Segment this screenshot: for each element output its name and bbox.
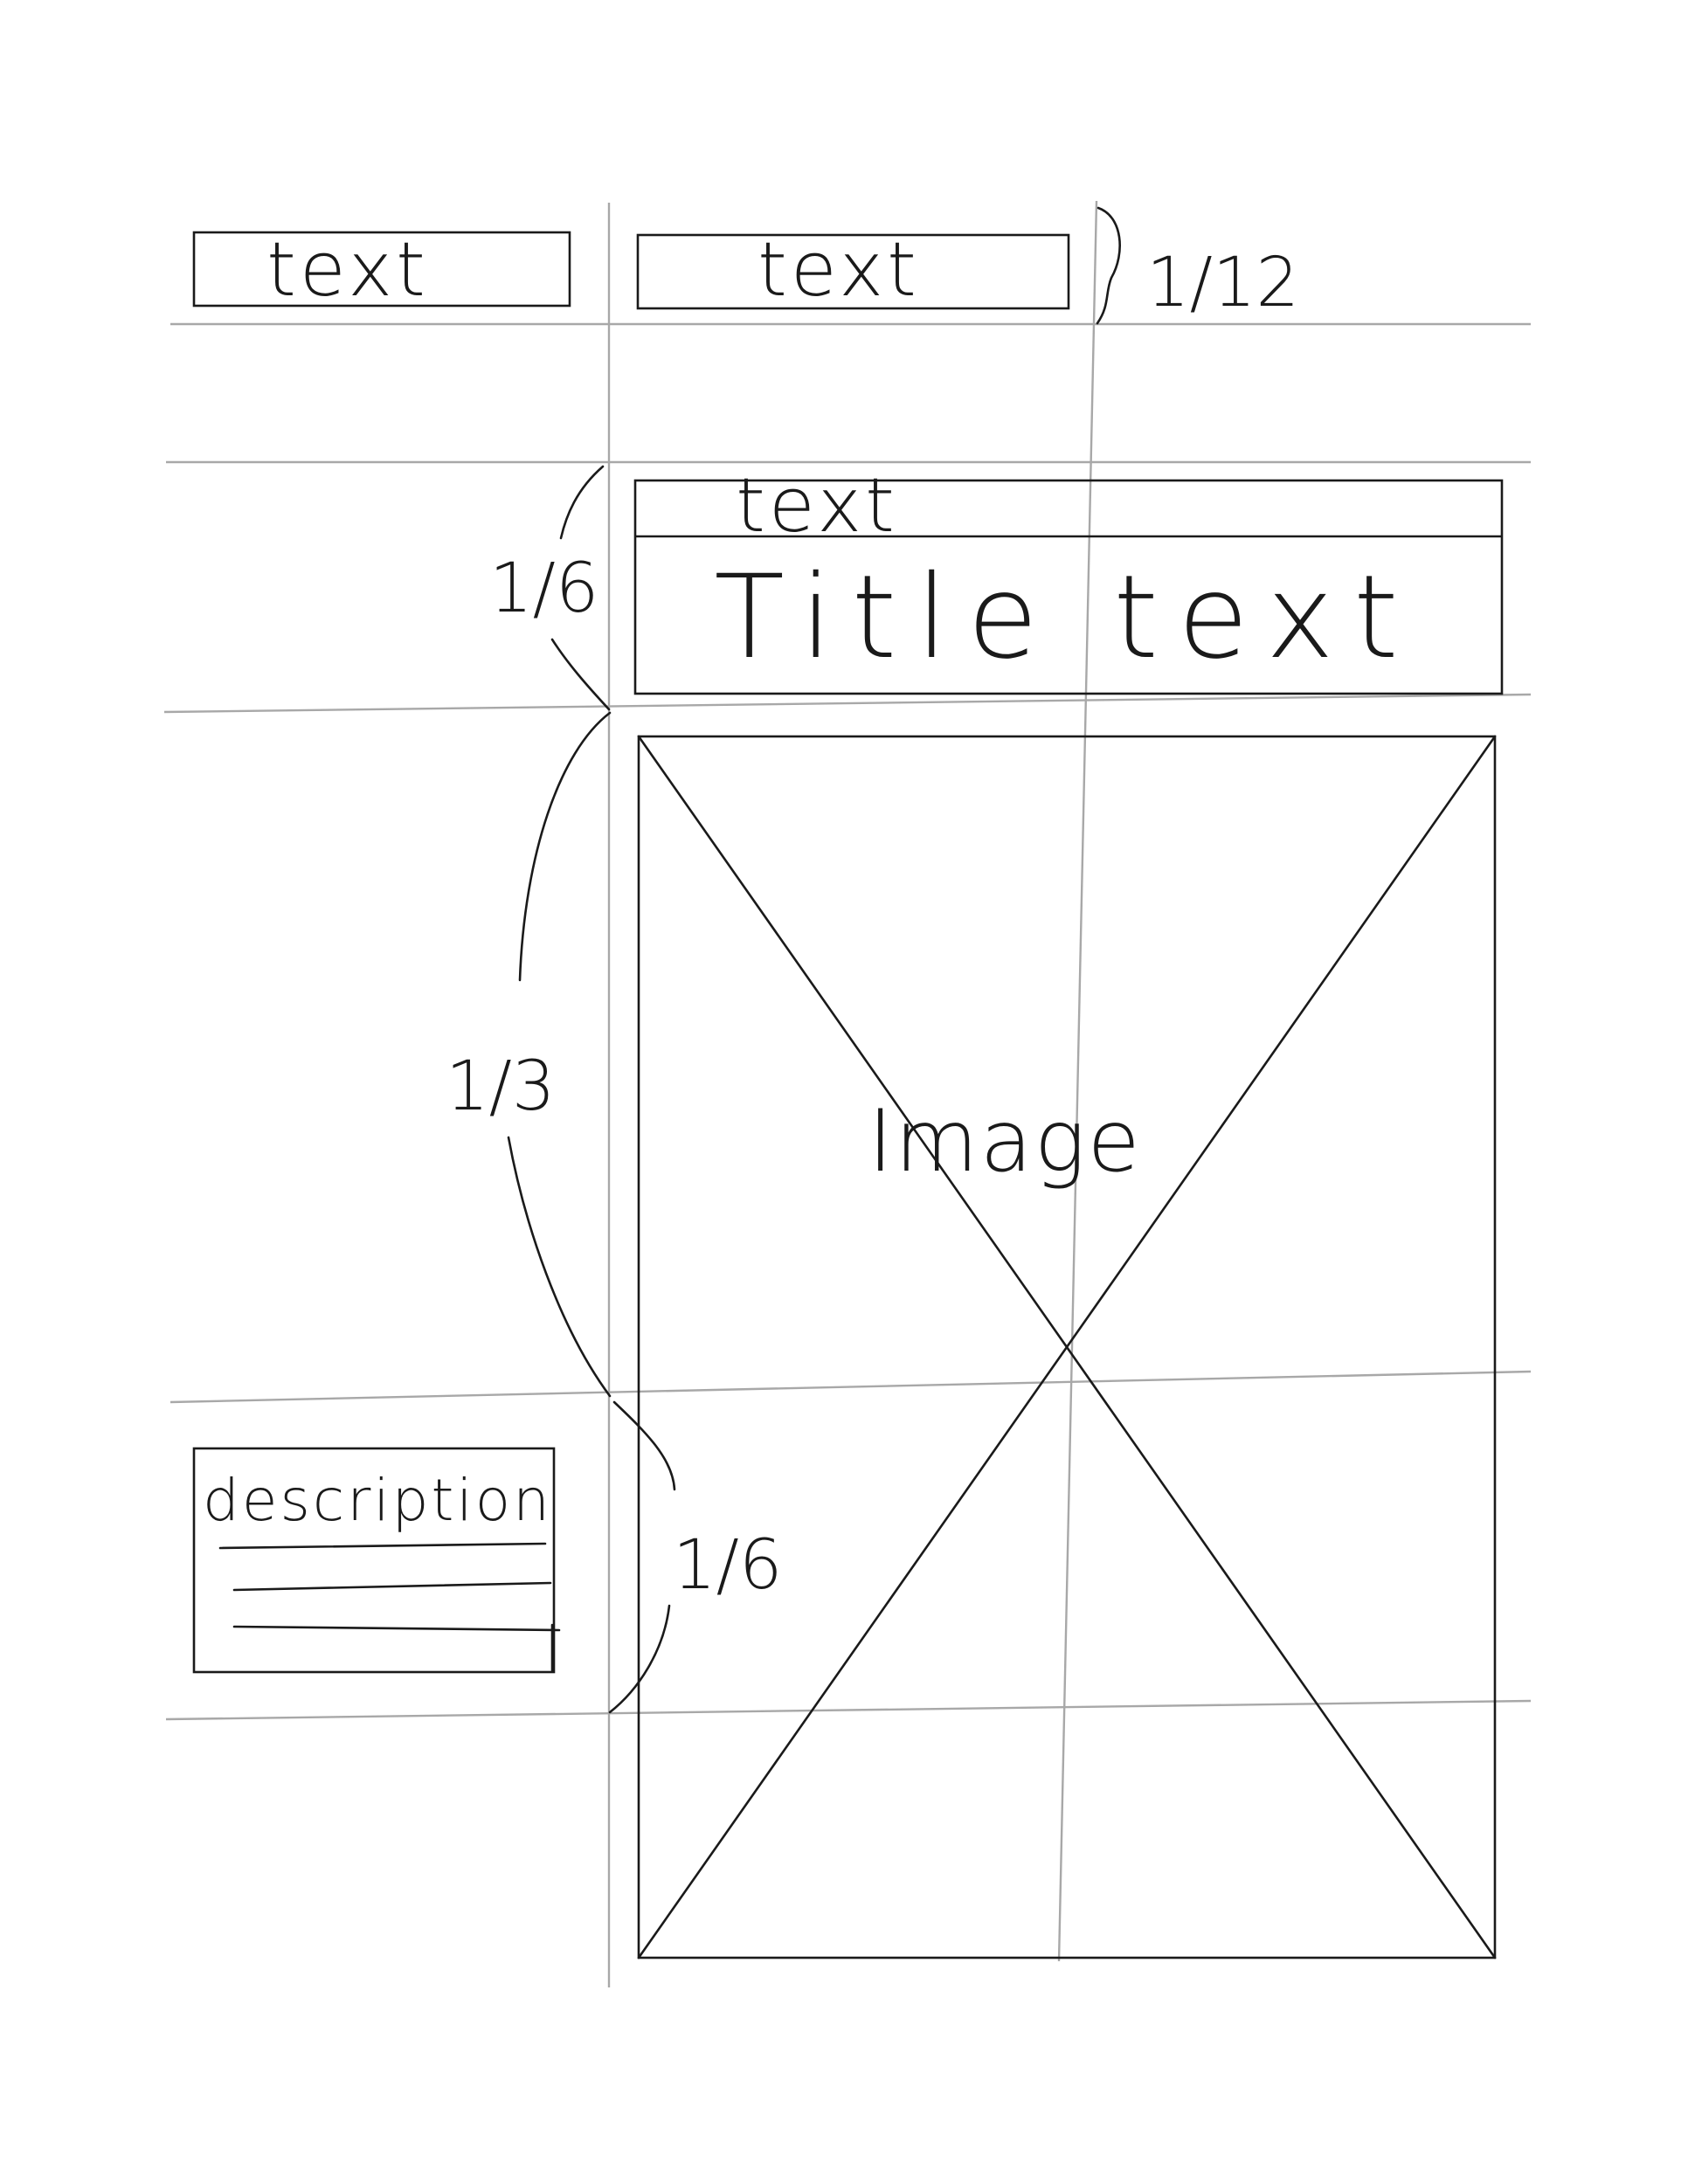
description-line-1 xyxy=(218,1542,547,1550)
description-label: description xyxy=(203,1467,552,1534)
brace-description-row xyxy=(608,1400,676,1714)
top-text-box-left-label: text xyxy=(266,226,429,314)
top-text-box-left: text xyxy=(192,226,571,314)
brace-top-row xyxy=(1096,206,1121,325)
guide-horizontal-4 xyxy=(169,1370,1532,1404)
fraction-top-row: 1/12 xyxy=(1146,244,1299,322)
top-text-box-right-label: text xyxy=(758,226,920,314)
fraction-header-row: 1/6 xyxy=(489,549,599,628)
title-block-caption: text xyxy=(736,462,898,549)
guide-horizontal-3 xyxy=(163,693,1532,714)
fraction-description-row: 1/6 xyxy=(673,1526,783,1605)
brace-header-row xyxy=(550,465,611,711)
description-line-2 xyxy=(232,1581,552,1592)
guide-horizontal-5 xyxy=(165,1699,1532,1721)
title-text: Title text xyxy=(714,550,1417,685)
description-box: description xyxy=(192,1447,561,1674)
brace-image-row xyxy=(507,711,612,1398)
description-line-3 xyxy=(232,1625,561,1632)
image-placeholder: Image xyxy=(637,735,1497,1959)
guide-vertical-middle xyxy=(1057,200,1098,1962)
image-cross-line-2 xyxy=(637,735,1497,1959)
image-placeholder-label: Image xyxy=(868,1092,1142,1192)
fraction-image-row: 1/3 xyxy=(446,1047,556,1126)
title-block: text Title text xyxy=(633,462,1504,695)
top-text-box-right: text xyxy=(636,226,1070,314)
